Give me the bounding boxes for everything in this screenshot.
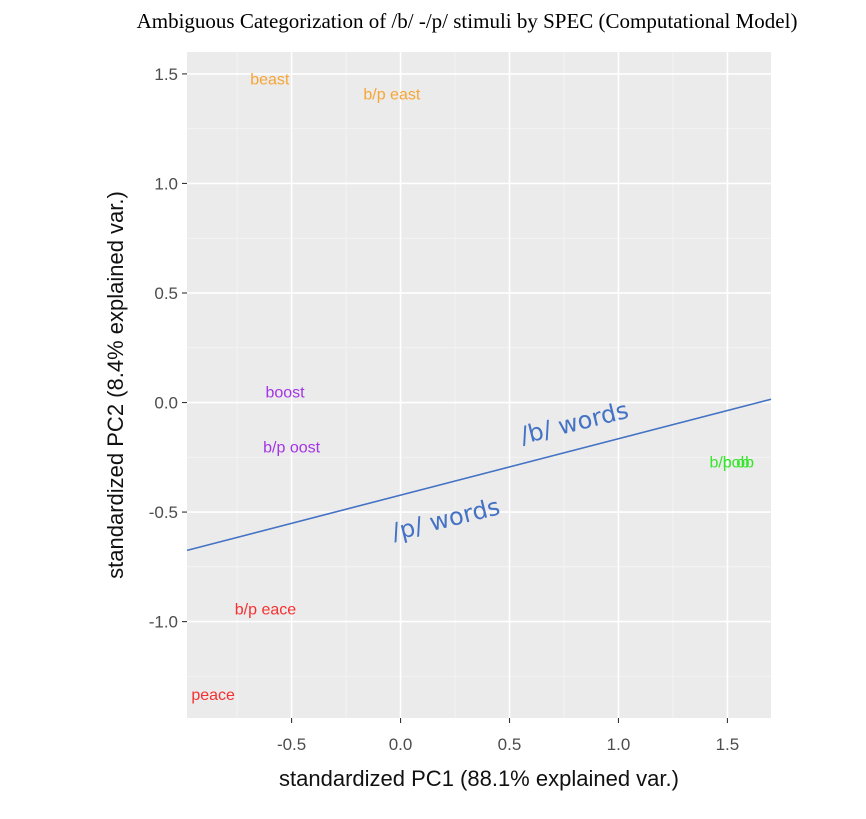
y-tick-label: 1.5	[154, 65, 178, 84]
x-tick-label: 1.0	[607, 735, 631, 754]
chart-title: Ambiguous Categorization of /b/ -/p/ sti…	[137, 9, 798, 33]
x-axis-title: standardized PC1 (88.1% explained var.)	[279, 766, 679, 791]
y-tick-label: 0.5	[154, 284, 178, 303]
major-gridlines	[187, 52, 771, 718]
data-point-labels: beast b/p east boost b/p oost b/p eace peace b…	[191, 71, 754, 704]
y-tick-label: 0.0	[154, 394, 178, 413]
y-tick-label: 1.0	[154, 174, 178, 193]
x-axis-ticks: -0.5 0.0 0.5 1.0 1.5	[277, 718, 739, 754]
point-label: b/p east	[363, 87, 420, 104]
point-label: peace	[191, 687, 235, 704]
y-tick-label: -0.5	[149, 503, 178, 522]
point-label: bob	[723, 455, 750, 472]
minor-gridlines	[187, 52, 771, 718]
point-label: beast	[250, 71, 290, 88]
x-tick-label: -0.5	[277, 735, 306, 754]
y-axis-ticks: -1.0 -0.5 0.0 0.5 1.0 1.5	[149, 65, 187, 632]
point-label: b/p oost	[263, 439, 320, 456]
y-axis-title: standardized PC2 (8.4% explained var.)	[103, 191, 128, 579]
y-tick-label: -1.0	[149, 613, 178, 632]
x-tick-label: 0.5	[498, 735, 522, 754]
point-label: b/p eace	[235, 601, 296, 618]
point-label: boost	[265, 385, 305, 402]
x-tick-label: 1.5	[716, 735, 740, 754]
plot-background	[187, 52, 771, 718]
decision-boundary-line	[186, 398, 772, 552]
x-tick-label: 0.0	[389, 735, 413, 754]
point-label: b/p ob	[710, 455, 755, 472]
